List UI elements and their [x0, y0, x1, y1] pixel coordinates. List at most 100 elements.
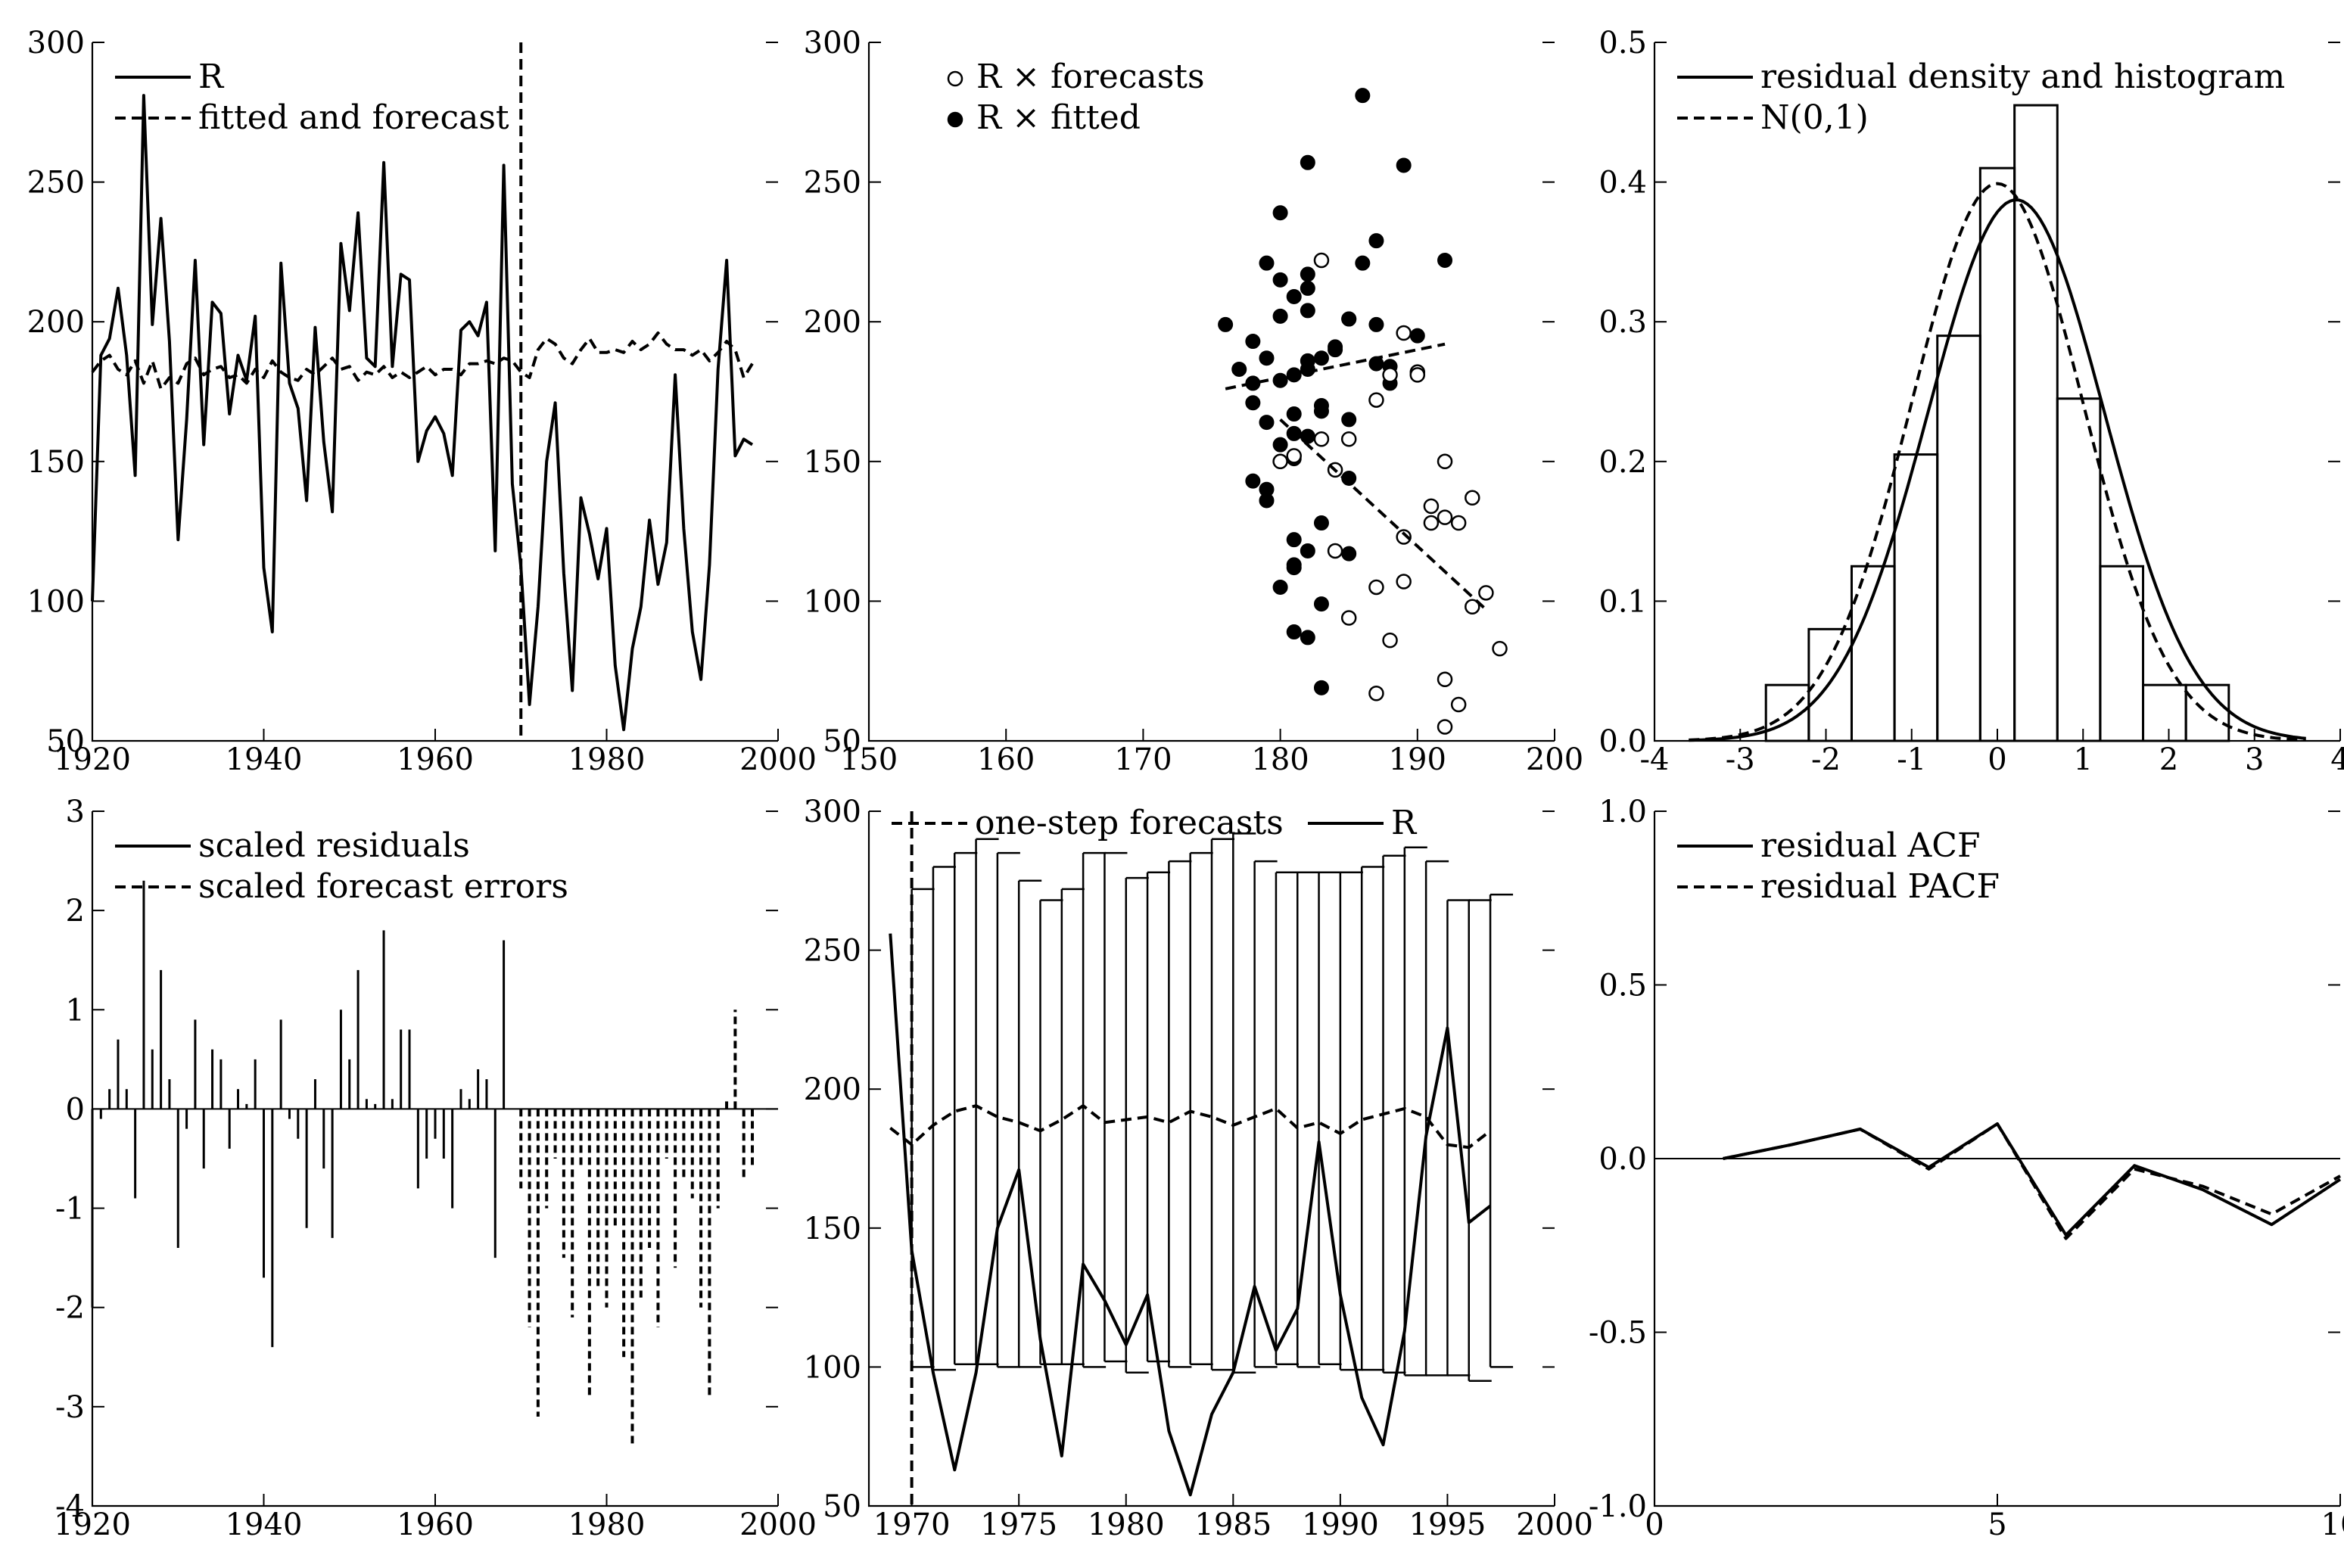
- point-forecast: [1437, 671, 1453, 688]
- y-tick-label: 0.4: [1598, 166, 1647, 201]
- legend-label: scaled forecast errors: [198, 867, 568, 906]
- y-tick-label: -1: [55, 1192, 85, 1227]
- chart-panel-bottom-middle: 50 100 150 200 250 300 1970 1975 1980 1985 1990 199…: [804, 795, 1593, 1542]
- x-tick-label: 170: [1114, 742, 1172, 777]
- series-line-pacf: [1723, 1122, 2341, 1240]
- point-fitted: [1300, 428, 1315, 444]
- point-forecast: [1368, 685, 1384, 702]
- y-tick-label: 50: [823, 724, 861, 759]
- chart-panel-bottom-left: -4 -3 -2 -1 0 1 2 3 1920 1940 1960 1980 2000 scaled r…: [54, 795, 817, 1542]
- point-fitted: [1313, 515, 1329, 531]
- point-fitted: [1300, 280, 1315, 296]
- point-forecast: [1450, 696, 1467, 713]
- y-tick-label: 250: [804, 166, 861, 201]
- point-forecast: [1368, 392, 1384, 408]
- point-forecast: [1368, 579, 1384, 596]
- point-forecast: [1423, 498, 1440, 515]
- y-tick-label: 2: [66, 894, 85, 929]
- normal-density-curve: [1689, 182, 2306, 742]
- point-fitted: [1437, 252, 1453, 268]
- point-fitted: [1245, 395, 1261, 411]
- x-tick-label: -1: [1897, 742, 1926, 777]
- y-tick-label: -0.5: [1589, 1316, 1647, 1351]
- point-forecast: [1465, 599, 1480, 615]
- y-tick-label: -1.0: [1589, 1489, 1647, 1524]
- y-tick-label: 0.0: [1598, 1142, 1647, 1177]
- x-tick-label: 1970: [873, 1507, 951, 1542]
- point-forecast: [1437, 453, 1453, 470]
- point-forecast: [1396, 325, 1412, 341]
- histogram-bar: [1893, 453, 1939, 742]
- y-tick-label: 150: [804, 445, 861, 480]
- point-fitted: [1272, 372, 1288, 388]
- x-tick-label: 190: [1389, 742, 1446, 777]
- y-tick-label: 250: [27, 166, 85, 201]
- y-tick-label: 0.2: [1598, 445, 1647, 480]
- legend-label: R: [198, 58, 225, 96]
- point-forecast: [1409, 367, 1426, 383]
- legend-label: residual ACF: [1760, 826, 1981, 865]
- x-tick-label: 2000: [739, 1507, 817, 1542]
- point-forecast: [1272, 453, 1288, 470]
- y-axis-line: [1653, 42, 2340, 742]
- chart-panel-bottom-right: -1.0 -0.5 0.0 0.5 1.0 0 5 10 residual ACFresidua…: [1589, 795, 2344, 1542]
- x-tick-label: 150: [840, 742, 898, 777]
- point-fitted: [1286, 560, 1302, 576]
- y-tick-label: 0.3: [1598, 305, 1647, 340]
- y-tick-label: 100: [804, 584, 861, 619]
- series-line-fitted-and-forecast: [91, 331, 754, 390]
- x-tick-label: 200: [1526, 742, 1583, 777]
- x-tick-label: 1980: [568, 742, 646, 777]
- series-line-R: [91, 94, 754, 732]
- point-forecast: [1340, 431, 1357, 447]
- x-tick-label: -2: [1811, 742, 1841, 777]
- x-tick-label: 1985: [1194, 1507, 1272, 1542]
- y-tick-label: 300: [804, 795, 861, 829]
- point-fitted: [1300, 630, 1315, 646]
- x-tick-label: 2000: [1516, 1507, 1593, 1542]
- x-tick-label: 2000: [739, 742, 817, 777]
- y-tick-label: 0.1: [1598, 584, 1647, 619]
- x-tick-label: 10: [2321, 1507, 2344, 1542]
- y-tick-label: -2: [55, 1291, 85, 1326]
- chart-panel-top-left: 50 100 150 200 250 300 1920 1940 1960 1980 2000 Rfi…: [27, 26, 817, 777]
- y-tick-label: 200: [804, 305, 861, 340]
- point-forecast: [1437, 719, 1453, 735]
- y-tick-label: 1: [66, 993, 85, 1028]
- point-forecast: [1286, 448, 1302, 464]
- histogram-bar: [2099, 565, 2145, 742]
- y-tick-label: 300: [804, 26, 861, 61]
- y-tick-label: 50: [823, 1489, 861, 1524]
- regression-line: [1225, 342, 1446, 390]
- point-fitted: [1259, 350, 1275, 366]
- legend-marker: [947, 111, 963, 128]
- x-tick-label: 1940: [226, 742, 303, 777]
- legend-label: R × fitted: [976, 98, 1141, 137]
- histogram-bar: [2142, 683, 2187, 742]
- y-tick-label: 3: [66, 795, 85, 829]
- point-forecast: [1327, 543, 1343, 559]
- x-tick-label: 1940: [226, 1507, 303, 1542]
- point-forecast: [1450, 515, 1467, 531]
- point-forecast: [1478, 585, 1494, 601]
- point-forecast: [1423, 515, 1440, 531]
- point-fitted: [1368, 233, 1384, 249]
- point-fitted: [1286, 288, 1302, 304]
- point-fitted: [1272, 579, 1288, 595]
- y-tick-label: 0: [66, 1092, 85, 1127]
- chart-panel-top-middle: 50 100 150 200 250 300 150 160 170 180 190 200 R × f…: [804, 26, 1584, 777]
- series-line-forecasts: [889, 1104, 1492, 1150]
- x-tick-label: 1920: [54, 1507, 131, 1542]
- x-tick-label: 1960: [397, 1507, 474, 1542]
- point-forecast: [1437, 509, 1453, 525]
- x-tick-label: 1980: [1088, 1507, 1165, 1542]
- histogram-bar: [1978, 166, 2016, 742]
- point-fitted: [1313, 680, 1329, 695]
- x-tick-label: 1990: [1302, 1507, 1379, 1542]
- chart-panel-top-right: 0.0 0.1 0.2 0.3 0.4 0.5 -4 -3 -2 -1 0 1 2 3 4 residual …: [1598, 26, 2344, 777]
- point-fitted: [1272, 272, 1288, 288]
- y-tick-label: 250: [804, 934, 861, 969]
- point-fitted: [1259, 255, 1275, 271]
- point-forecast: [1340, 610, 1357, 626]
- histogram-bar: [1936, 334, 1981, 742]
